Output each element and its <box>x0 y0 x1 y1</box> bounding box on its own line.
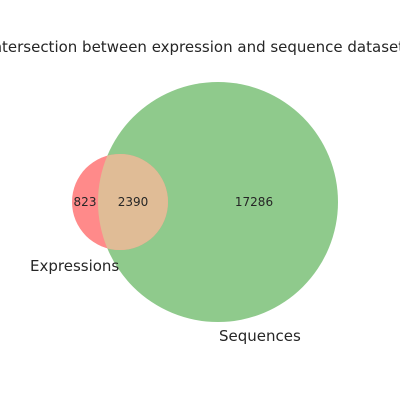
sequences-label: Sequences <box>219 327 301 345</box>
intersection-count: 2390 <box>118 195 149 209</box>
only-sequences-count: 17286 <box>235 195 273 209</box>
expressions-label: Expressions <box>30 257 119 275</box>
only-expressions-count: 823 <box>74 195 97 209</box>
